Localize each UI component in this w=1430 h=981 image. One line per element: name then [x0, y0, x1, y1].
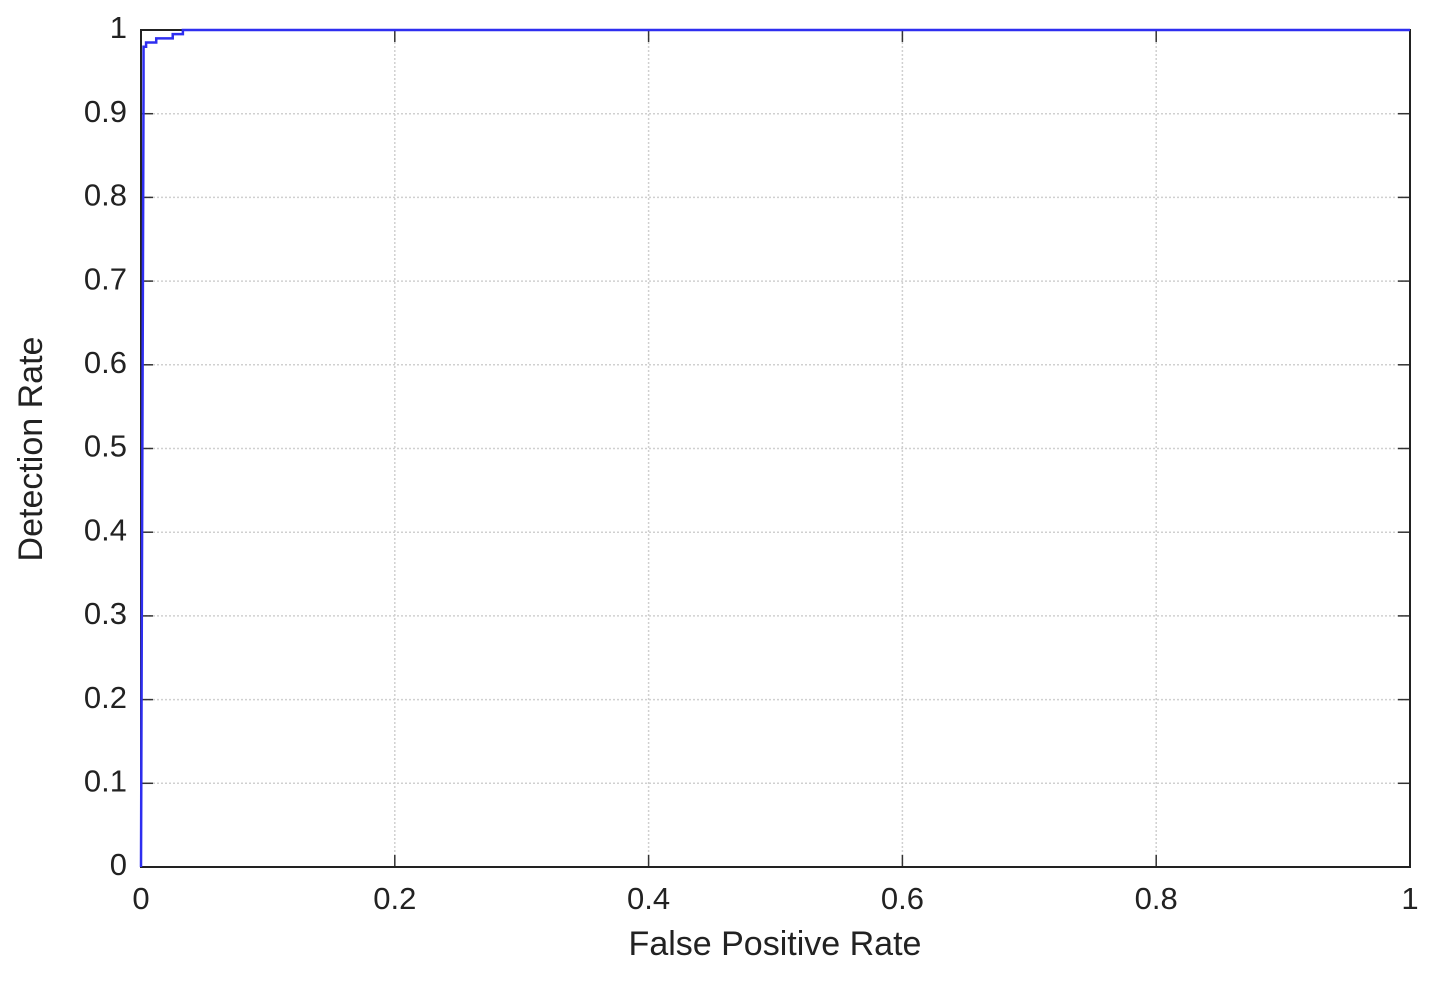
x-tick-label: 0.2: [373, 881, 416, 916]
x-axis-label: False Positive Rate: [629, 925, 922, 963]
y-tick-label: 0.9: [84, 94, 127, 129]
y-tick-label: 0: [110, 847, 127, 882]
x-tick-label: 0.4: [627, 881, 670, 916]
y-tick-label: 0.8: [84, 178, 127, 213]
y-axis-label: Detection Rate: [12, 337, 50, 562]
roc-curve: [139, 28, 1410, 868]
y-tick-label: 0.6: [84, 345, 127, 380]
y-tick-label: 0.5: [84, 429, 127, 464]
x-tick-label: 0: [132, 881, 149, 916]
y-tick-label: 0.4: [84, 512, 127, 547]
x-tick-label: 0.8: [1135, 881, 1178, 916]
y-tick-label: 0.7: [84, 261, 127, 296]
y-tick-label: 1: [110, 10, 127, 45]
y-tick-label: 0.2: [84, 680, 127, 715]
y-tick-label: 0.1: [84, 763, 127, 798]
plot-frame: [140, 29, 1411, 868]
y-tick-label: 0.3: [84, 596, 127, 631]
x-tick-label: 1: [1401, 881, 1418, 916]
x-tick-label: 0.6: [881, 881, 924, 916]
